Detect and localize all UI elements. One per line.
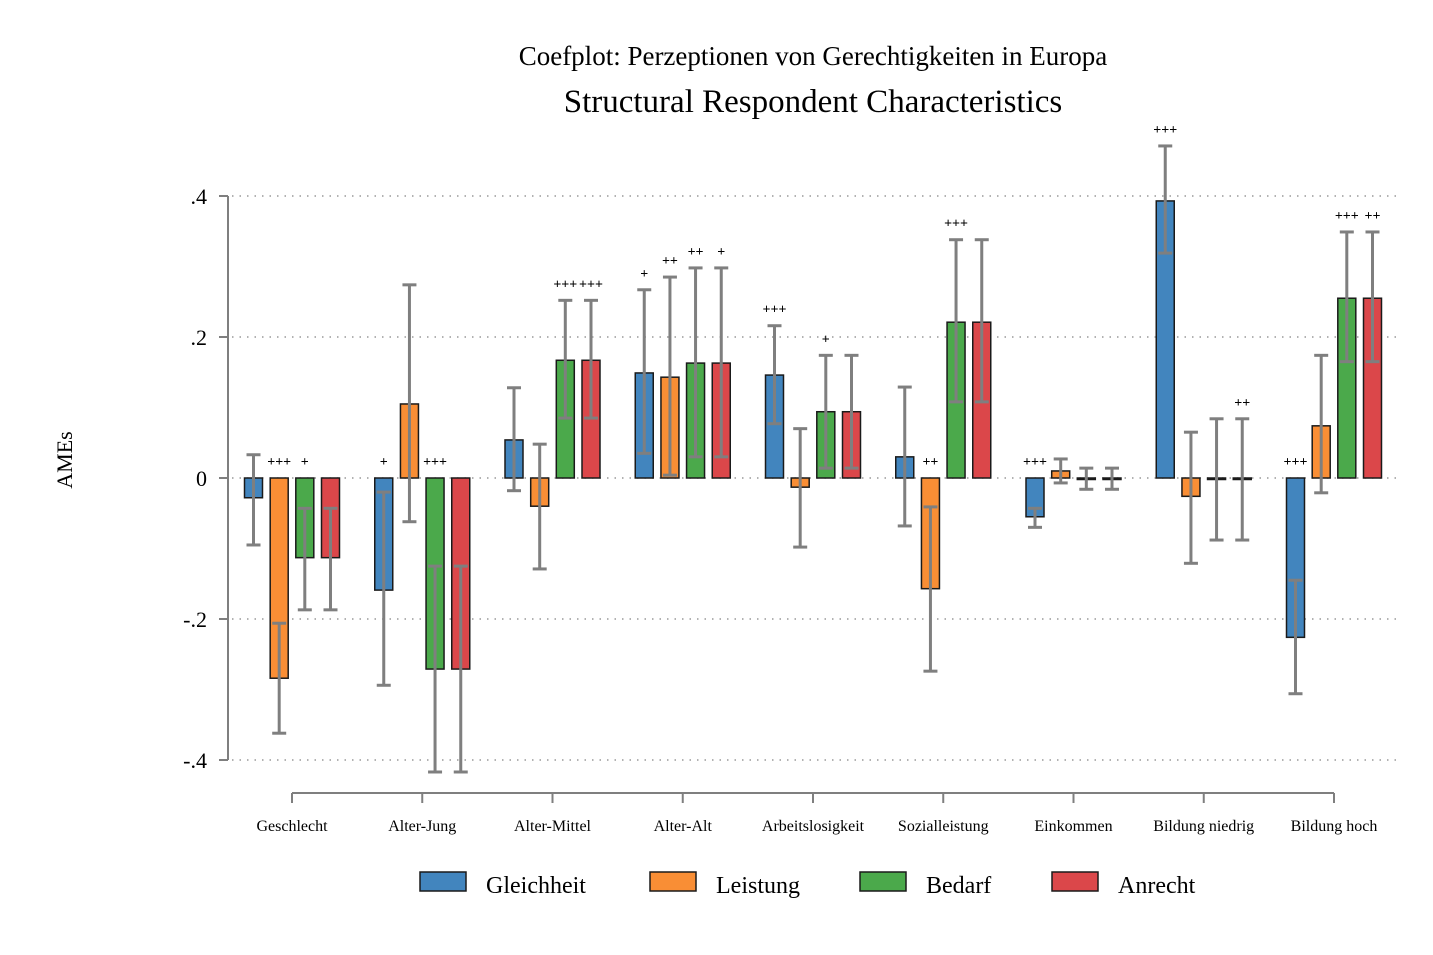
y-tick-label: .4 xyxy=(191,184,208,209)
chart-subtitle: Structural Respondent Characteristics xyxy=(564,84,1063,120)
y-tick-label: 0 xyxy=(196,466,207,491)
x-tick-label: Sozialleistung xyxy=(898,818,989,835)
significance-label: ++ xyxy=(922,455,938,470)
x-axis: Geschlecht Alter-Jung Alter-Mittel Alter-Al… xyxy=(256,792,1378,835)
legend-swatch-leistung xyxy=(649,871,697,892)
significance-label: +++ xyxy=(553,277,577,292)
significance-label: + xyxy=(380,455,388,470)
x-tick-label: Einkommen xyxy=(1034,818,1112,835)
significance-label: + xyxy=(301,455,309,470)
legend-swatch-gleichheit xyxy=(419,871,467,892)
significance-label: ++ xyxy=(1234,396,1250,411)
x-tick-label: Arbeitslosigkeit xyxy=(762,818,865,835)
y-tick-label: -.2 xyxy=(183,607,207,632)
significance-label: +++ xyxy=(944,217,968,232)
significance-label: +++ xyxy=(1023,455,1047,470)
x-tick-label: Geschlecht xyxy=(256,818,328,835)
legend-swatch-bedarf xyxy=(859,871,907,892)
y-axis: .4 .2 0 -.2 -.4 xyxy=(183,184,229,773)
bars: ++++++++++++++++++++++ ++++++++++++++++++… xyxy=(243,123,1383,774)
y-axis-label: AMEs xyxy=(52,431,77,488)
significance-label: + xyxy=(822,332,830,347)
significance-label: +++ xyxy=(423,455,447,470)
significance-label: +++ xyxy=(579,277,603,292)
significance-label: +++ xyxy=(763,303,787,318)
chart-title: Coefplot: Perzeptionen von Gerechtigkeit… xyxy=(519,41,1108,71)
legend-swatch-anrecht xyxy=(1051,871,1099,892)
significance-label: +++ xyxy=(1284,455,1308,470)
legend-label: Gleichheit xyxy=(486,873,586,899)
x-tick-label: Bildung niedrig xyxy=(1153,818,1254,835)
significance-label: +++ xyxy=(1153,123,1177,138)
significance-label: ++ xyxy=(1365,209,1381,224)
y-tick-label: -.4 xyxy=(183,748,207,773)
significance-label: + xyxy=(640,267,648,282)
x-tick-label: Alter-Jung xyxy=(388,818,456,835)
significance-label: +++ xyxy=(1335,209,1359,224)
x-tick-label: Alter-Alt xyxy=(654,818,713,835)
legend-label: Anrecht xyxy=(1118,873,1196,899)
x-tick-label: Bildung hoch xyxy=(1291,818,1378,835)
significance-label: + xyxy=(717,245,725,260)
y-tick-label: .2 xyxy=(191,325,208,350)
legend: Gleichheit Leistung Bedarf Anrecht xyxy=(419,871,1196,899)
significance-label: +++ xyxy=(267,455,291,470)
legend-label: Bedarf xyxy=(926,873,991,899)
x-tick-label: Alter-Mittel xyxy=(514,818,592,835)
legend-label: Leistung xyxy=(716,873,800,899)
significance-label: ++ xyxy=(688,245,704,260)
significance-label: ++ xyxy=(662,254,678,269)
